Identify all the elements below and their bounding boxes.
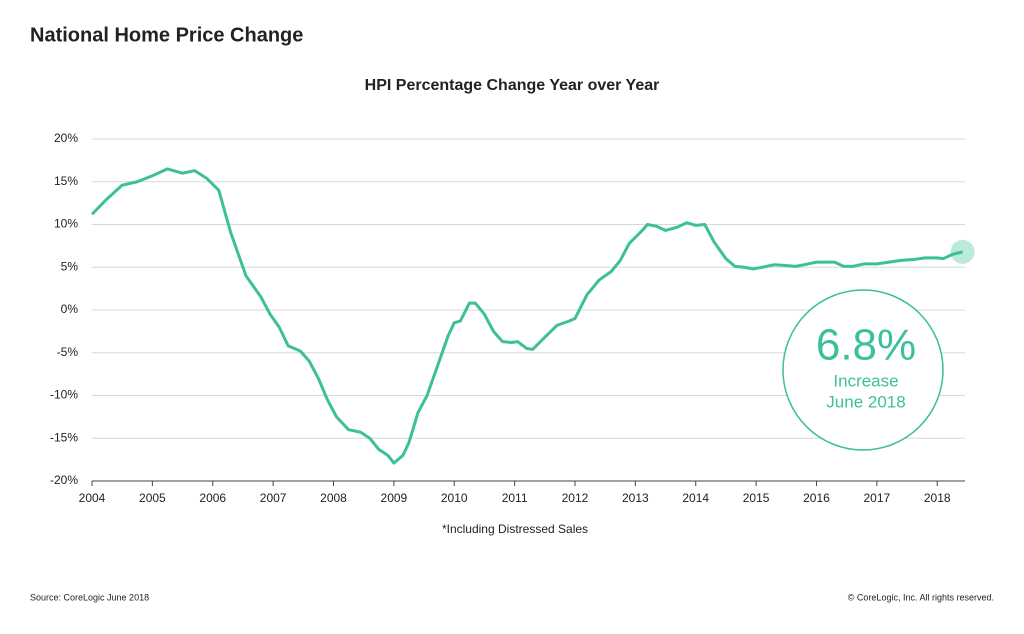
x-tick-label: 2011 (502, 491, 528, 505)
x-tick-label: 2007 (260, 491, 287, 505)
x-tick-label: 2012 (562, 491, 589, 505)
chart-title: HPI Percentage Change Year over Year (365, 77, 660, 94)
line (90, 167, 963, 465)
y-tick-label: -5% (57, 345, 79, 359)
x-tick-label: 2005 (139, 491, 166, 505)
x-tick-label: 2016 (803, 491, 830, 505)
x-tick-label: 2014 (682, 491, 709, 505)
end-marker (950, 239, 975, 264)
callout-value: 6.8% (816, 321, 916, 370)
x-tick-label: 2015 (743, 491, 770, 505)
footnote: *Including Distressed Sales (442, 522, 588, 536)
x-tick-label: 2006 (199, 491, 226, 505)
callout-line: June 2018 (826, 392, 905, 411)
x-tick-label: 2009 (381, 491, 408, 505)
x-tick-label: 2013 (622, 491, 649, 505)
y-tick-label: 5% (61, 259, 79, 273)
x-tick-label: 2010 (441, 491, 468, 505)
y-tick-label: -10% (50, 388, 78, 402)
source: Source: CoreLogic June 2018 (30, 592, 149, 602)
copyright: © CoreLogic, Inc. All rights reserved. (848, 592, 994, 602)
x-tick-label: 2004 (79, 491, 106, 505)
callout-line: Increase (833, 371, 898, 390)
y-tick-label: 10% (54, 217, 78, 231)
page-title: National Home Price Change (30, 24, 303, 46)
plot: -20% -15% -10% -5% 0% 5% 10% 15% 20% 2004 2005 2006… (50, 131, 975, 505)
x-tick-label: 2017 (864, 491, 891, 505)
callout-circle (782, 289, 944, 451)
x-tick-label: 2018 (924, 491, 951, 505)
y-tick-label: 20% (54, 131, 78, 145)
y-tick-label: 0% (61, 302, 79, 316)
x-tick-label: 2008 (320, 491, 347, 505)
y-tick-label: 15% (54, 174, 78, 188)
y-tick-label: -15% (50, 430, 78, 444)
y-tick-label: -20% (50, 473, 78, 487)
